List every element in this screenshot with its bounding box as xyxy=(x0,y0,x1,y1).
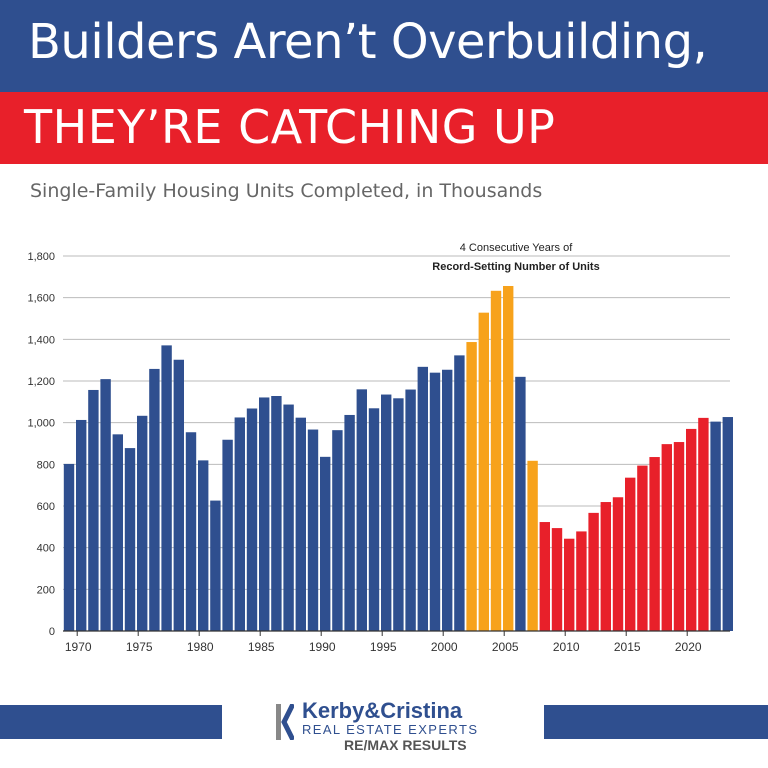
bar xyxy=(307,429,319,631)
bar xyxy=(100,379,111,631)
bar xyxy=(344,414,355,631)
y-tick-label: 1,000 xyxy=(27,418,55,430)
chart-title: Single-Family Housing Units Completed, i… xyxy=(30,180,543,202)
bar xyxy=(649,457,660,631)
bar xyxy=(600,502,611,631)
y-tick-label: 1,800 xyxy=(27,251,55,263)
bar xyxy=(149,368,160,631)
bar-chart: 0 200 400 600 800 1,000 1,200 1,400 1,600 1,800 19… xyxy=(27,242,733,654)
bar xyxy=(625,477,636,631)
bar xyxy=(283,404,294,631)
y-tick-label: 1,400 xyxy=(27,334,55,346)
annotation-line-1: 4 Consecutive Years of xyxy=(460,242,573,254)
bar xyxy=(185,432,197,631)
y-tick-label: 400 xyxy=(37,543,55,555)
bar xyxy=(551,528,563,631)
logo: Kerby&Cristina REAL ESTATE EXPERTS RE/MA… xyxy=(276,698,516,756)
bar xyxy=(478,312,489,631)
bar xyxy=(673,442,685,631)
bar xyxy=(173,359,184,631)
x-tick-label: 2005 xyxy=(492,640,519,654)
bar xyxy=(234,417,245,631)
bar xyxy=(295,417,306,631)
bar xyxy=(356,389,367,631)
bar xyxy=(124,448,136,631)
bar xyxy=(320,456,331,631)
bar xyxy=(698,417,709,631)
x-tick-label: 1970 xyxy=(65,640,92,654)
bar xyxy=(137,415,148,631)
bar xyxy=(576,531,587,631)
y-tick-label: 1,600 xyxy=(27,293,55,305)
bar xyxy=(637,465,648,631)
page-subtitle: THEY’RE CATCHING UP xyxy=(24,100,556,154)
bar xyxy=(722,417,733,631)
x-tick-label: 1995 xyxy=(370,640,397,654)
bar xyxy=(368,408,380,631)
bar xyxy=(271,396,282,631)
bar xyxy=(88,389,99,631)
bar xyxy=(112,434,123,631)
footer-bar-right xyxy=(544,705,768,739)
bar xyxy=(539,522,550,631)
bar xyxy=(466,342,477,631)
bar xyxy=(63,463,75,631)
x-tick-label: 1975 xyxy=(126,640,153,654)
logo-name: Kerby&Cristina xyxy=(302,698,463,723)
annotation-line-2: Record-Setting Number of Units xyxy=(432,261,599,273)
bar xyxy=(454,355,465,631)
y-tick-label: 600 xyxy=(37,501,55,513)
logo-mark-icon xyxy=(276,704,294,740)
bar xyxy=(259,397,270,631)
bar xyxy=(393,398,404,631)
bar xyxy=(76,419,87,631)
y-tick-label: 200 xyxy=(37,584,55,596)
bar xyxy=(564,538,575,631)
bar xyxy=(442,369,453,631)
bar xyxy=(381,394,392,631)
bar xyxy=(503,286,514,631)
bar xyxy=(710,421,721,631)
bar xyxy=(210,500,221,631)
bar xyxy=(161,345,172,631)
footer-bar-left xyxy=(0,705,222,739)
bar xyxy=(515,376,526,631)
x-tick-label: 2015 xyxy=(614,640,641,654)
bar xyxy=(222,439,233,631)
bar xyxy=(417,366,428,631)
logo-brand: RE/MAX RESULTS xyxy=(344,737,467,753)
title-banner: Builders Aren’t Overbuilding, xyxy=(0,0,768,92)
bar xyxy=(490,290,502,631)
subtitle-banner: THEY’RE CATCHING UP xyxy=(0,92,768,164)
bar xyxy=(429,372,441,631)
x-tick-label: 2010 xyxy=(553,640,580,654)
bar xyxy=(246,408,258,631)
y-tick-label: 800 xyxy=(37,459,55,471)
bar xyxy=(686,428,697,631)
y-tick-label: 0 xyxy=(49,626,55,638)
x-tick-label: 1990 xyxy=(309,640,336,654)
x-tick-label: 1980 xyxy=(187,640,214,654)
x-tick-label: 1985 xyxy=(248,640,275,654)
x-tick-label: 2000 xyxy=(431,640,458,654)
x-tick-label: 2020 xyxy=(675,640,702,654)
bar xyxy=(612,497,624,631)
logo-tagline: REAL ESTATE EXPERTS xyxy=(302,722,479,737)
bar xyxy=(661,444,672,631)
bar xyxy=(527,460,538,631)
bar xyxy=(588,512,599,631)
y-tick-label: 1,200 xyxy=(27,376,55,388)
bar xyxy=(332,430,343,631)
bar xyxy=(198,460,209,631)
page-title: Builders Aren’t Overbuilding, xyxy=(28,14,708,70)
bar xyxy=(405,389,416,631)
